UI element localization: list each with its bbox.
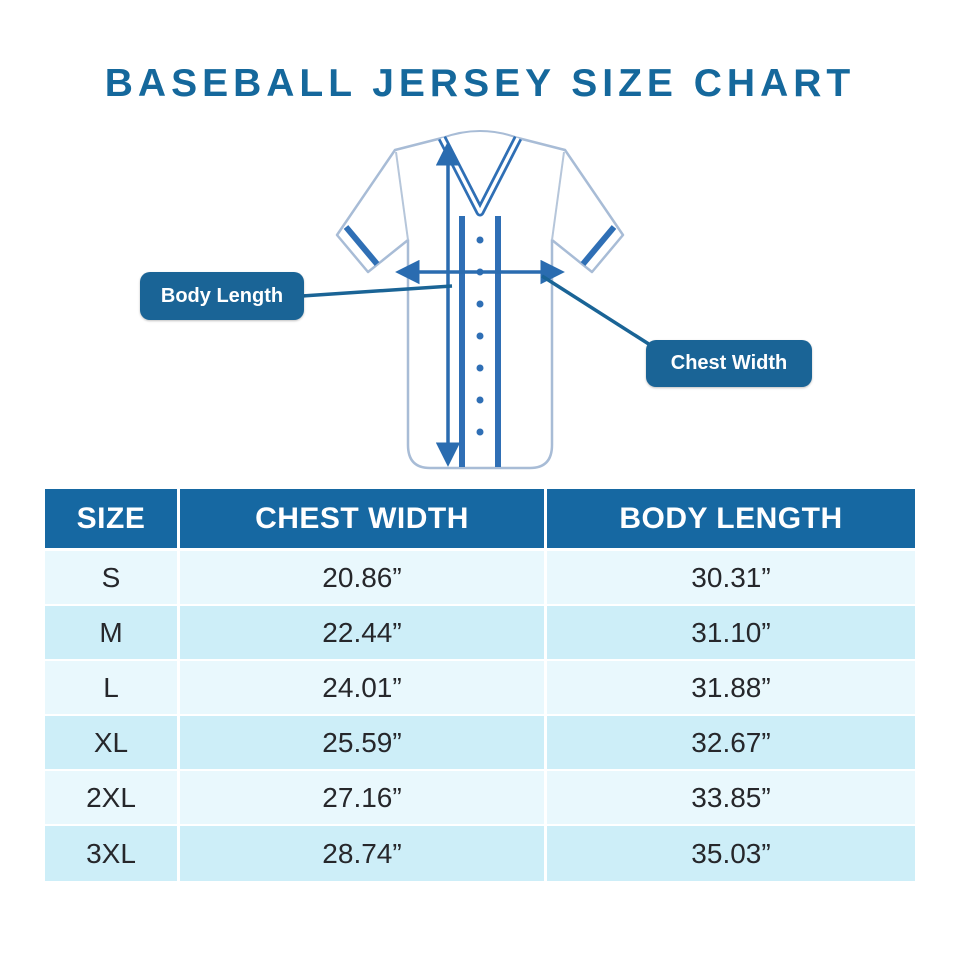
cell-chest-width: 28.74” (180, 826, 547, 881)
cell-size: 3XL (45, 826, 180, 881)
cell-body-length: 30.31” (547, 551, 915, 606)
jersey-diagram (301, 130, 656, 470)
cell-size: XL (45, 716, 180, 771)
size-chart-table: SIZE CHEST WIDTH BODY LENGTH S 20.86” 30… (45, 489, 915, 881)
sleeve-stripe-left (343, 225, 380, 266)
column-header-size: SIZE (45, 489, 180, 551)
collar-back-line (441, 130, 519, 139)
cell-size: L (45, 661, 180, 716)
body-length-label: Body Length (140, 272, 304, 320)
raglan-seam-left (395, 151, 409, 241)
cell-body-length: 33.85” (547, 771, 915, 826)
table-row: 2XL 27.16” 33.85” (45, 771, 915, 826)
table-row: XL 25.59” 32.67” (45, 716, 915, 771)
cell-size: 2XL (45, 771, 180, 826)
page-title: BASEBALL JERSEY SIZE CHART (104, 62, 856, 105)
chest-width-label-text: Chest Width (670, 352, 788, 374)
table-row: 3XL 28.74” 35.03” (45, 826, 915, 881)
body-length-connector-line (301, 284, 453, 298)
body-length-label-text: Body Length (160, 284, 284, 307)
table-row: M 22.44” 31.10” (45, 606, 915, 661)
sleeve-stripe-right (580, 225, 617, 266)
cell-body-length: 32.67” (547, 716, 915, 771)
jersey-illustration (335, 130, 625, 470)
cell-body-length: 35.03” (547, 826, 915, 881)
cell-chest-width: 20.86” (180, 551, 547, 606)
table-row: L 24.01” 31.88” (45, 661, 915, 716)
cell-chest-width: 25.59” (180, 716, 547, 771)
table-row: S 20.86” 30.31” (45, 551, 915, 606)
cell-chest-width: 27.16” (180, 771, 547, 826)
chest-width-connector-line (541, 274, 656, 350)
chest-width-label: Chest Width (646, 340, 812, 387)
raglan-seam-right (551, 151, 565, 241)
cell-size: S (45, 551, 180, 606)
cell-chest-width: 22.44” (180, 606, 547, 661)
jersey-buttons (476, 236, 484, 436)
cell-size: M (45, 606, 180, 661)
cell-body-length: 31.10” (547, 606, 915, 661)
column-header-body-length: BODY LENGTH (547, 489, 915, 551)
cell-body-length: 31.88” (547, 661, 915, 716)
column-header-chest-width: CHEST WIDTH (180, 489, 547, 551)
table-header-row: SIZE CHEST WIDTH BODY LENGTH (45, 489, 915, 551)
cell-chest-width: 24.01” (180, 661, 547, 716)
